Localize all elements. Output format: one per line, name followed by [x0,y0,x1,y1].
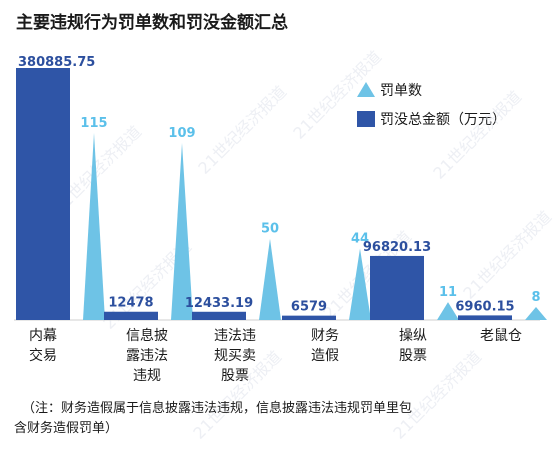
chart-note: （注：财务造假属于信息披露违法违规，信息披露违法违规罚单里包含财务造假罚单） [14,400,412,436]
triangle-count [437,302,459,320]
x-tick-label: 老鼠仓 [480,328,522,344]
bar-amount [370,255,424,320]
bar-amount [458,315,512,320]
triangle-value-label: 115 [80,116,107,131]
bar-amount [104,311,158,320]
bar-value-label: 12478 [108,296,153,311]
bar-value-label: 12433.19 [185,296,253,311]
triangle-value-label: 50 [261,222,279,237]
legend-bar-swatch [357,111,375,127]
x-tick-label: 内幕交易 [29,328,57,364]
watermark-text: 21世纪经济报道 [459,207,554,303]
triangle-count [259,238,281,320]
x-tick-label: 财务造假 [311,328,339,364]
chart-title: 主要违规行为罚单数和罚没金额汇总 [16,12,288,33]
watermark-layer: 21世纪经济报道 21世纪经济报道 21世纪经济报道 21世纪经济报道21世纪经济报道… [49,47,554,443]
watermark-text: 21世纪经济报道 [194,82,290,178]
legend-label-count: 罚单数 [380,83,422,99]
legend-triangle-swatch [357,82,375,97]
bar-value-label: 6960.15 [455,299,514,314]
watermark-text: 21世纪经济报道 [429,87,525,183]
triangle-count [171,142,193,320]
bar-value-label: 96820.13 [363,240,431,255]
bar-amount [16,68,70,320]
triangle-count [349,248,371,320]
x-tick-label: 操纵股票 [399,328,427,364]
legend-label-amount: 罚没总金额（万元） [380,112,506,128]
triangle-value-label: 11 [439,285,457,300]
bar-amount [282,315,336,320]
triangle-count [83,133,105,320]
triangle-count [525,306,547,320]
plot-area: 380885.75 115 12478 109 12433.19 50 6579 449682… [16,55,547,320]
bar-amount [192,311,246,320]
triangle-value-label: 8 [531,290,540,305]
triangle-value-label: 109 [168,126,195,141]
x-tick-label: 信息披露违法违规 [126,327,168,384]
triangle-value-label: 44 [351,231,369,246]
bar-value-label: 6579 [291,300,327,315]
x-tick-label: 违法违规买卖股票 [214,328,256,384]
x-axis-labels: 内幕交易 信息披露违法违规 违法违规买卖股票 财务造假 操纵股票 老鼠仓 [29,327,522,384]
legend: 罚单数 罚没总金额（万元） [357,82,506,128]
bar-value-label: 380885.75 [18,55,95,70]
